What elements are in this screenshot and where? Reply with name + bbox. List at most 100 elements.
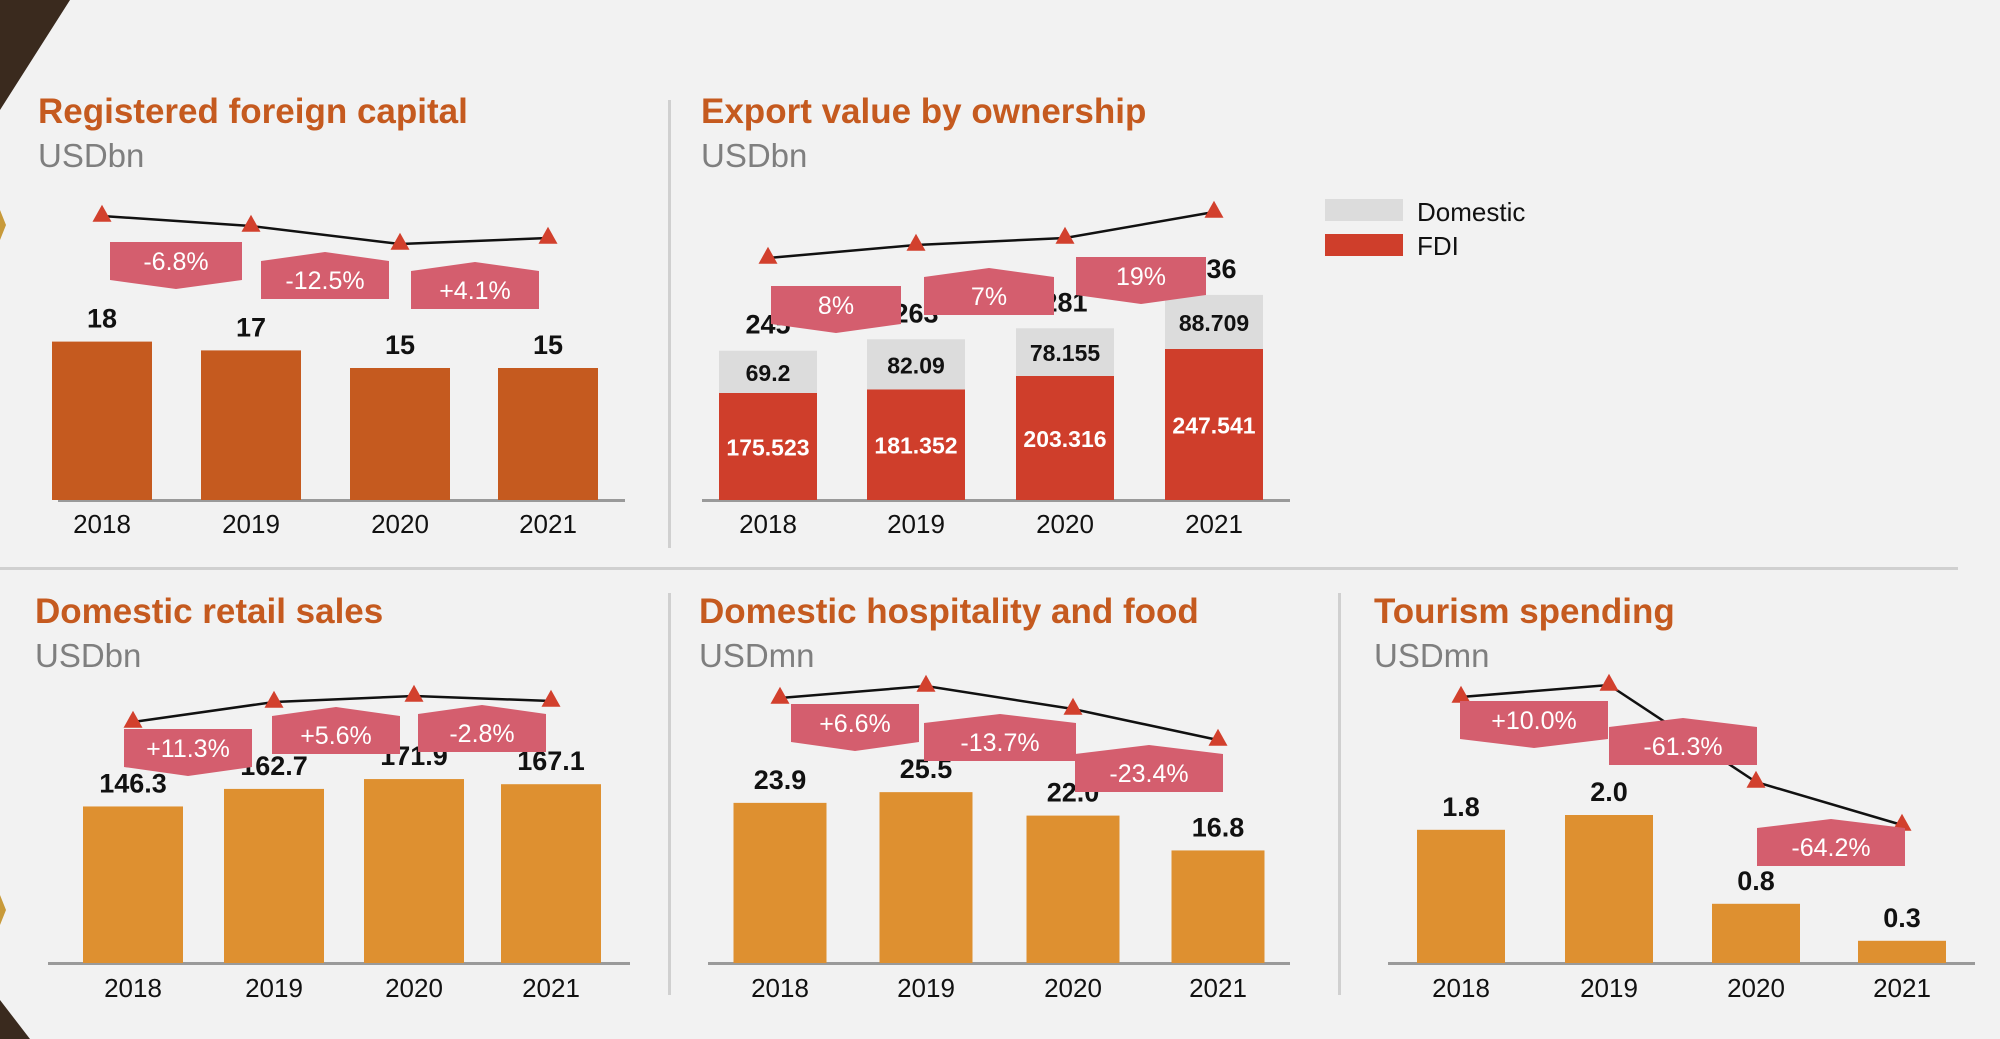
bar-domestic xyxy=(867,339,965,390)
chart-unit: USDbn xyxy=(38,137,145,174)
bar xyxy=(52,341,152,500)
x-tick-label: 2020 xyxy=(1727,973,1785,1003)
bar-value-label: 17 xyxy=(236,312,266,342)
bar xyxy=(364,779,464,963)
x-tick-label: 2021 xyxy=(1189,973,1247,1003)
growth-badge xyxy=(110,242,242,289)
horizontal-divider xyxy=(0,567,1958,570)
vertical-divider-bottom-right xyxy=(1338,593,1341,995)
bar xyxy=(1417,829,1505,963)
legend-label-fdi: FDI xyxy=(1417,231,1459,261)
trend-marker xyxy=(404,684,424,702)
bar-value-label: 0.8 xyxy=(1737,866,1775,896)
x-tick-label: 2018 xyxy=(1432,973,1490,1003)
x-tick-label: 2019 xyxy=(897,973,955,1003)
trend-marker xyxy=(916,674,936,692)
x-tick-label: 2019 xyxy=(1580,973,1638,1003)
growth-label: +11.3% xyxy=(146,735,230,763)
growth-badge xyxy=(272,707,400,754)
bar xyxy=(1712,903,1800,963)
trend-marker xyxy=(390,232,410,250)
growth-label: -61.3% xyxy=(1643,733,1722,761)
growth-label: -6.8% xyxy=(143,248,208,276)
x-tick-label: 2021 xyxy=(1873,973,1931,1003)
top-left-dark-wedge xyxy=(0,0,70,110)
bar-domestic xyxy=(719,350,817,393)
trend-marker xyxy=(1451,685,1471,703)
chart-unit: USDmn xyxy=(1374,637,1490,674)
trend-marker xyxy=(758,246,778,264)
trend-marker xyxy=(770,686,790,704)
growth-badge xyxy=(418,705,546,752)
x-tick-label: 2019 xyxy=(245,973,303,1003)
bar-domestic xyxy=(1165,294,1263,349)
growth-trend-line xyxy=(101,214,549,246)
growth-badge xyxy=(1757,819,1905,866)
bar-value-label: 23.9 xyxy=(754,765,807,795)
chart-unit: USDbn xyxy=(35,637,142,674)
growth-badge xyxy=(1075,745,1223,792)
growth-badge xyxy=(1609,718,1757,765)
chart-title: Domestic hospitality and food xyxy=(699,592,1199,631)
bar-fdi xyxy=(1165,349,1263,500)
vertical-divider-top xyxy=(668,100,671,548)
growth-label: 7% xyxy=(971,283,1007,311)
chart-unit: USDbn xyxy=(701,137,808,174)
trend-marker xyxy=(1204,200,1224,218)
bar-fdi xyxy=(1016,375,1114,500)
x-tick-label: 2021 xyxy=(1185,509,1243,539)
bar xyxy=(224,788,324,963)
chart-unit: USDmn xyxy=(699,637,815,674)
x-tick-label: 2019 xyxy=(887,509,945,539)
bar xyxy=(501,784,601,963)
bar xyxy=(201,350,301,500)
growth-badge xyxy=(411,262,539,309)
x-tick-label: 2018 xyxy=(104,973,162,1003)
trend-marker xyxy=(123,710,143,728)
growth-label: +4.1% xyxy=(439,277,511,305)
growth-trend-line xyxy=(779,684,1219,742)
left-edge-accent xyxy=(0,210,6,240)
bar-value-label: 2.0 xyxy=(1590,777,1628,807)
domestic-value-label: 82.09 xyxy=(887,352,945,378)
bar-value-label: 15 xyxy=(385,330,415,360)
bar-value-label: 18 xyxy=(87,304,117,334)
growth-label: 8% xyxy=(818,292,854,320)
trend-marker xyxy=(264,690,284,708)
x-tick-label: 2021 xyxy=(522,973,580,1003)
bar-fdi xyxy=(719,392,817,500)
trend-marker xyxy=(1055,226,1075,244)
growth-label: -13.7% xyxy=(960,729,1039,757)
x-tick-label: 2018 xyxy=(73,509,131,539)
bottom-left-dark-wedge xyxy=(0,1000,30,1039)
bar-domestic xyxy=(1016,328,1114,376)
bar xyxy=(1858,940,1946,963)
trend-marker xyxy=(1063,697,1083,715)
fdi-value-label: 203.316 xyxy=(1023,426,1106,452)
legend-label-domestic: Domestic xyxy=(1417,197,1525,227)
x-tick-label: 2018 xyxy=(739,509,797,539)
growth-trend-line xyxy=(767,210,1215,260)
growth-label: +5.6% xyxy=(300,722,372,750)
trend-marker xyxy=(1599,673,1619,691)
chart-title: Export value by ownership xyxy=(701,92,1147,131)
trend-marker xyxy=(1892,813,1912,831)
growth-badge xyxy=(924,268,1054,315)
chart-title: Domestic retail sales xyxy=(35,592,384,631)
domestic-value-label: 88.709 xyxy=(1179,310,1249,336)
growth-badge xyxy=(1460,701,1608,748)
growth-label: +10.0% xyxy=(1491,707,1577,735)
bar-value-label: 1.8 xyxy=(1442,792,1480,822)
growth-badge xyxy=(261,252,389,299)
bar-value-label: 16.8 xyxy=(1192,812,1245,842)
bar xyxy=(83,806,183,963)
x-tick-label: 2020 xyxy=(1044,973,1102,1003)
domestic-value-label: 78.155 xyxy=(1030,340,1101,366)
bar xyxy=(1171,850,1265,963)
growth-label: -12.5% xyxy=(285,267,364,295)
x-tick-label: 2020 xyxy=(371,509,429,539)
x-tick-label: 2020 xyxy=(1036,509,1094,539)
x-tick-label: 2018 xyxy=(751,973,809,1003)
